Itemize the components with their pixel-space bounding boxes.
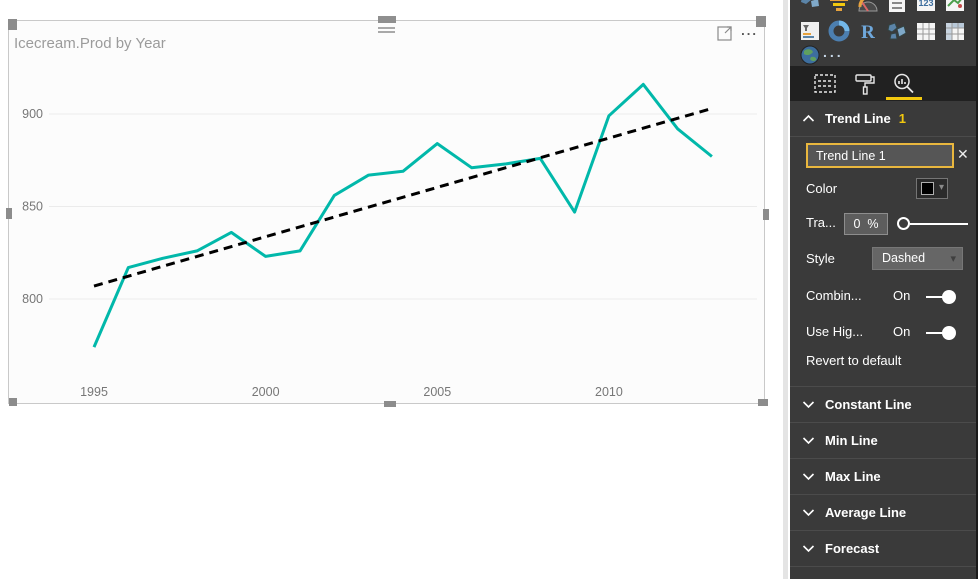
y-axis-tick-label: 850 [22, 200, 43, 214]
svg-text:123: 123 [918, 0, 933, 8]
r-script-icon[interactable]: R [857, 20, 879, 43]
color-label: Color [806, 181, 838, 196]
chevron-down-icon: ▾ [950, 253, 956, 265]
multi-row-card-icon[interactable] [886, 0, 908, 13]
x-axis-tick-label: 2005 [423, 385, 451, 399]
section-label: Constant Line [825, 397, 912, 412]
y-axis-tick-label: 900 [22, 107, 43, 121]
donut-chart-icon[interactable] [828, 20, 850, 42]
filled-map-icon[interactable] [886, 20, 908, 42]
use-highlight-label: Use Hig... [806, 324, 864, 339]
focus-mode-icon[interactable] [717, 24, 734, 41]
section-label: Trend Line [825, 111, 891, 126]
style-dropdown[interactable]: Dashed ▾ [872, 247, 963, 270]
combine-series-state: On [893, 288, 911, 303]
style-label: Style [806, 251, 835, 266]
tab-analytics[interactable] [891, 71, 917, 97]
slider-track[interactable] [910, 223, 968, 225]
slider-knob[interactable] [897, 217, 910, 230]
color-swatch-black [921, 182, 934, 195]
section-header-forecast[interactable]: Forecast [790, 531, 976, 567]
transparency-label: Tra... [806, 215, 836, 230]
selection-handle-bottom-right[interactable] [758, 399, 768, 406]
combine-series-toggle[interactable] [926, 290, 956, 304]
table-icon[interactable] [915, 20, 937, 42]
x-axis-tick-label: 2000 [252, 385, 280, 399]
section-label: Min Line [825, 433, 878, 448]
canvas-scrollbar[interactable] [783, 0, 788, 579]
trend-line-name-input[interactable] [806, 143, 954, 168]
trend-line[interactable] [93, 107, 713, 288]
section-label: Average Line [825, 505, 907, 520]
color-picker-dropdown[interactable]: ▾ [916, 178, 948, 199]
visual-grip-icon[interactable] [378, 27, 395, 35]
section-header-trend-line[interactable]: Trend Line 1 [790, 101, 976, 137]
shape-map-icon[interactable] [799, 0, 821, 13]
section-label: Forecast [825, 541, 880, 556]
selection-handle-bottom-left[interactable] [9, 398, 17, 406]
chart-title: Icecream.Prod by Year [14, 35, 166, 52]
gauge-icon[interactable] [857, 0, 879, 13]
visual-drag-handle[interactable] [378, 16, 396, 23]
transparency-slider[interactable] [897, 213, 969, 235]
section-header-max-line[interactable]: Max Line [790, 459, 976, 495]
x-axis-tick-label: 2010 [595, 385, 623, 399]
matrix-icon[interactable] [944, 20, 966, 42]
trend-line-settings: ✕ Color ▾ Tra... 0% Style Dashed ▾ Combi… [790, 137, 976, 387]
visualizations-pane: 123 R [790, 0, 978, 579]
line-chart-plot[interactable]: 800 850 900 1995 2000 2005 2010 [9, 21, 766, 405]
section-header-min-line[interactable]: Min Line [790, 423, 976, 459]
tab-fields[interactable] [812, 71, 838, 97]
svg-text:R: R [861, 22, 875, 42]
selection-handle-bottom-center[interactable] [384, 401, 396, 407]
selection-handle-top-right[interactable] [756, 16, 766, 27]
chevron-down-icon: ▾ [938, 182, 944, 193]
funnel-icon[interactable] [828, 0, 850, 13]
x-axis-tick-label: 1995 [80, 385, 108, 399]
visual-type-gallery: 123 R [790, 0, 976, 66]
tab-format[interactable] [852, 71, 878, 97]
combine-series-label: Combin... [806, 288, 862, 303]
revert-to-default-link[interactable]: Revert to default [806, 353, 902, 368]
selection-handle-mid-left[interactable] [6, 208, 12, 219]
trend-line-count-badge: 1 [898, 111, 906, 126]
use-highlight-toggle[interactable] [926, 326, 956, 340]
section-label: Max Line [825, 469, 881, 484]
more-visuals-ellipsis-icon[interactable]: ... [823, 44, 844, 60]
line-chart-visual[interactable]: ... Icecream.Prod by Year 800 850 900 1995 2… [6, 16, 769, 407]
card-icon[interactable]: 123 [915, 0, 937, 13]
y-axis-tick-label: 800 [22, 292, 43, 306]
kpi-icon[interactable] [944, 0, 966, 13]
slicer-icon[interactable] [799, 20, 821, 42]
remove-trend-line-icon[interactable]: ✕ [957, 146, 969, 162]
selection-handle-top-left[interactable] [8, 19, 17, 30]
data-series-line[interactable] [92, 82, 713, 348]
section-header-constant-line[interactable]: Constant Line [790, 387, 976, 423]
section-header-average-line[interactable]: Average Line [790, 495, 976, 531]
visual-more-options-icon[interactable]: ... [741, 23, 758, 38]
use-highlight-state: On [893, 324, 911, 339]
pane-tabs [790, 66, 976, 101]
transparency-value-input[interactable]: 0% [844, 213, 888, 235]
selected-tab-indicator [886, 97, 922, 100]
selection-handle-mid-right[interactable] [763, 209, 769, 220]
arcgis-map-icon[interactable] [799, 44, 821, 66]
